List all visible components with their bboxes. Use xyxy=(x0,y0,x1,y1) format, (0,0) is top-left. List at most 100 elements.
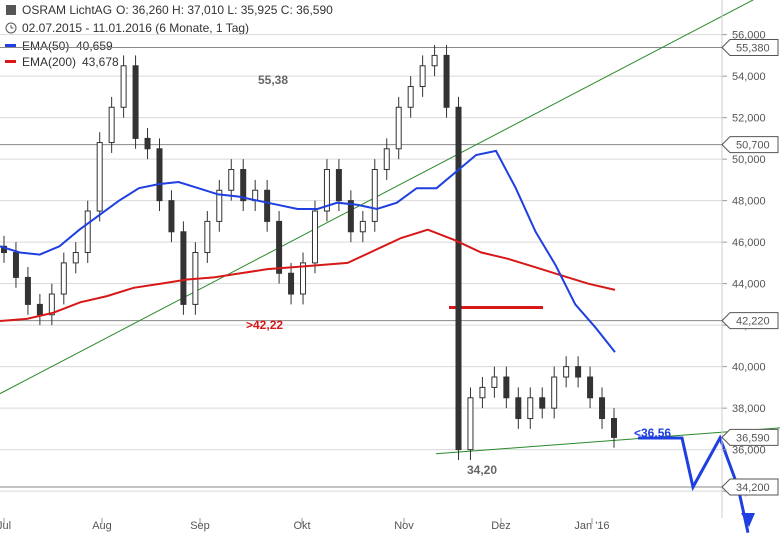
candle-body xyxy=(371,169,378,222)
price-tag-label: 36,590 xyxy=(736,432,770,444)
candle-body xyxy=(132,65,139,139)
price-tag-box xyxy=(721,428,779,446)
y-tick-label: 36,000 xyxy=(732,445,766,457)
candle-body xyxy=(72,252,79,264)
annotation-target: <36,56 xyxy=(634,426,671,440)
price-tag-box xyxy=(721,136,779,154)
candle-body xyxy=(491,376,498,388)
candle-body xyxy=(204,220,211,254)
candle-body xyxy=(359,220,366,233)
ema50-line xyxy=(0,149,616,353)
x-axis: Jul Aug Sep Okt Nov Dez Jan '16 xyxy=(0,518,610,532)
candle-body xyxy=(539,397,546,409)
candle-body xyxy=(455,106,462,451)
candle-body xyxy=(443,54,450,108)
instrument-name: OSRAM LichtAG xyxy=(22,3,112,17)
y-tick-label: 44,000 xyxy=(732,279,766,291)
ema50-swatch xyxy=(5,44,16,47)
y-tick-label: 38,000 xyxy=(732,403,766,415)
candle-body xyxy=(12,252,19,278)
x-tick-label: Okt xyxy=(293,520,310,532)
candle-body xyxy=(240,169,247,202)
candle-body xyxy=(36,303,43,316)
y-tick-label: 40,000 xyxy=(732,362,766,374)
candle-body xyxy=(24,276,31,305)
y-tick-label: 48,000 xyxy=(732,196,766,208)
candle-body xyxy=(228,169,235,191)
ema200-value: 43,678 xyxy=(82,55,119,69)
price-tags: 55,380 50,700 42,220 36,590 34,200 xyxy=(721,39,779,496)
candle-body xyxy=(96,142,103,212)
candle-body xyxy=(156,148,163,202)
grid xyxy=(0,34,722,492)
candle-body xyxy=(288,272,295,295)
x-tick-label: Jul xyxy=(0,520,11,532)
price-tag-label: 55,380 xyxy=(736,43,770,55)
candle-body xyxy=(347,200,354,233)
candle-body xyxy=(503,376,510,399)
candle-body xyxy=(563,366,570,378)
candle-body xyxy=(1,245,7,254)
candle-body xyxy=(587,376,594,399)
candle-body xyxy=(551,376,558,409)
x-tick-label: Nov xyxy=(394,520,414,532)
instrument-swatch xyxy=(6,5,16,15)
candle-body xyxy=(575,366,582,378)
candle-body xyxy=(120,65,127,108)
candle-body xyxy=(527,397,534,420)
candle-body xyxy=(335,169,342,202)
candle-body xyxy=(180,231,187,305)
candle-body xyxy=(407,86,414,108)
horizontal-levels xyxy=(0,47,722,488)
candle-body xyxy=(611,418,617,438)
candle-body xyxy=(264,189,271,222)
ohlc-values: O: 36,260 H: 37,010 L: 35,925 C: 36,590 xyxy=(116,3,333,17)
chart-header: OSRAM LichtAG O: 36,260 H: 37,010 L: 35,… xyxy=(5,3,333,69)
price-tag-box xyxy=(721,39,779,57)
candle-body xyxy=(323,169,330,212)
candle-body xyxy=(48,293,55,316)
ema200-line xyxy=(0,228,616,322)
candle-body xyxy=(216,189,223,222)
y-tick-label: 50,000 xyxy=(732,154,766,166)
candle-body xyxy=(84,210,91,254)
trend-lines xyxy=(0,0,780,455)
support-trend-line xyxy=(435,427,780,455)
candle-body xyxy=(383,148,390,171)
candle-body xyxy=(419,65,426,88)
price-tag-label: 42,220 xyxy=(736,316,770,328)
date-range: 02.07.2015 - 11.01.2016 (6 Monate, 1 Tag… xyxy=(22,21,249,35)
annotation-high: 55,38 xyxy=(258,73,288,87)
candle-body xyxy=(168,200,175,233)
candles xyxy=(1,45,617,461)
forecast-arrowhead xyxy=(741,513,755,527)
uptrend-line xyxy=(0,0,755,395)
ema200-label: EMA(200) xyxy=(22,55,76,69)
y-tick-label: 46,000 xyxy=(732,237,766,249)
candle-body xyxy=(60,262,67,295)
candle-body xyxy=(144,137,151,150)
candle-body xyxy=(276,220,283,274)
x-tick-label: Jan '16 xyxy=(574,520,609,532)
candle-body xyxy=(395,106,402,150)
candle-body xyxy=(300,262,307,295)
y-tick-label: 56,000 xyxy=(732,30,766,42)
price-tag-box xyxy=(721,312,779,330)
candle-body xyxy=(515,397,522,420)
annotation-low: 34,20 xyxy=(467,463,497,477)
annotation-resistance: >42,22 xyxy=(246,318,283,332)
candle-body xyxy=(108,106,115,144)
ema-lines xyxy=(0,149,616,353)
candle-body xyxy=(311,210,318,264)
ema200-swatch xyxy=(5,60,16,63)
candle-body xyxy=(479,386,486,399)
candle-body xyxy=(431,54,438,67)
x-tick-label: Sep xyxy=(190,520,210,532)
y-tick-label: 54,000 xyxy=(732,71,766,83)
x-tick-label: Aug xyxy=(92,520,112,532)
ema50-label: EMA(50) xyxy=(22,39,69,53)
candle-body xyxy=(599,397,606,420)
y-tick-label: 52,000 xyxy=(732,113,766,125)
price-tag-box xyxy=(721,478,779,496)
